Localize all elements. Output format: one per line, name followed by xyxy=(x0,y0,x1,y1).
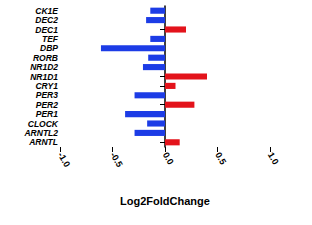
svg-text:0.0: 0.0 xyxy=(161,150,176,166)
svg-text:NR1D2: NR1D2 xyxy=(30,62,58,73)
svg-text:-0.5: -0.5 xyxy=(108,150,124,168)
svg-text:RORB: RORB xyxy=(33,52,58,63)
svg-text:PER1: PER1 xyxy=(35,109,58,120)
svg-text:CLOCK: CLOCK xyxy=(27,118,58,129)
svg-text:NR1D1: NR1D1 xyxy=(30,71,58,82)
svg-text:TEF: TEF xyxy=(41,33,58,44)
svg-text:CK1E: CK1E xyxy=(35,5,58,16)
svg-text:DEC2: DEC2 xyxy=(35,15,58,26)
svg-text:-1.0: -1.0 xyxy=(56,150,72,168)
svg-text:1.0: 1.0 xyxy=(266,150,281,166)
svg-text:DBP: DBP xyxy=(40,43,58,54)
svg-text:DEC1: DEC1 xyxy=(35,24,58,35)
svg-text:Log2FoldChange: Log2FoldChange xyxy=(120,195,210,207)
svg-text:ARNTL: ARNTL xyxy=(28,137,58,147)
svg-text:PER3: PER3 xyxy=(35,90,58,101)
svg-text:0.5: 0.5 xyxy=(213,150,228,166)
svg-text:ARNTL2: ARNTL2 xyxy=(24,127,58,138)
svg-text:PER2: PER2 xyxy=(35,99,58,110)
svg-text:CRY1: CRY1 xyxy=(35,80,58,91)
